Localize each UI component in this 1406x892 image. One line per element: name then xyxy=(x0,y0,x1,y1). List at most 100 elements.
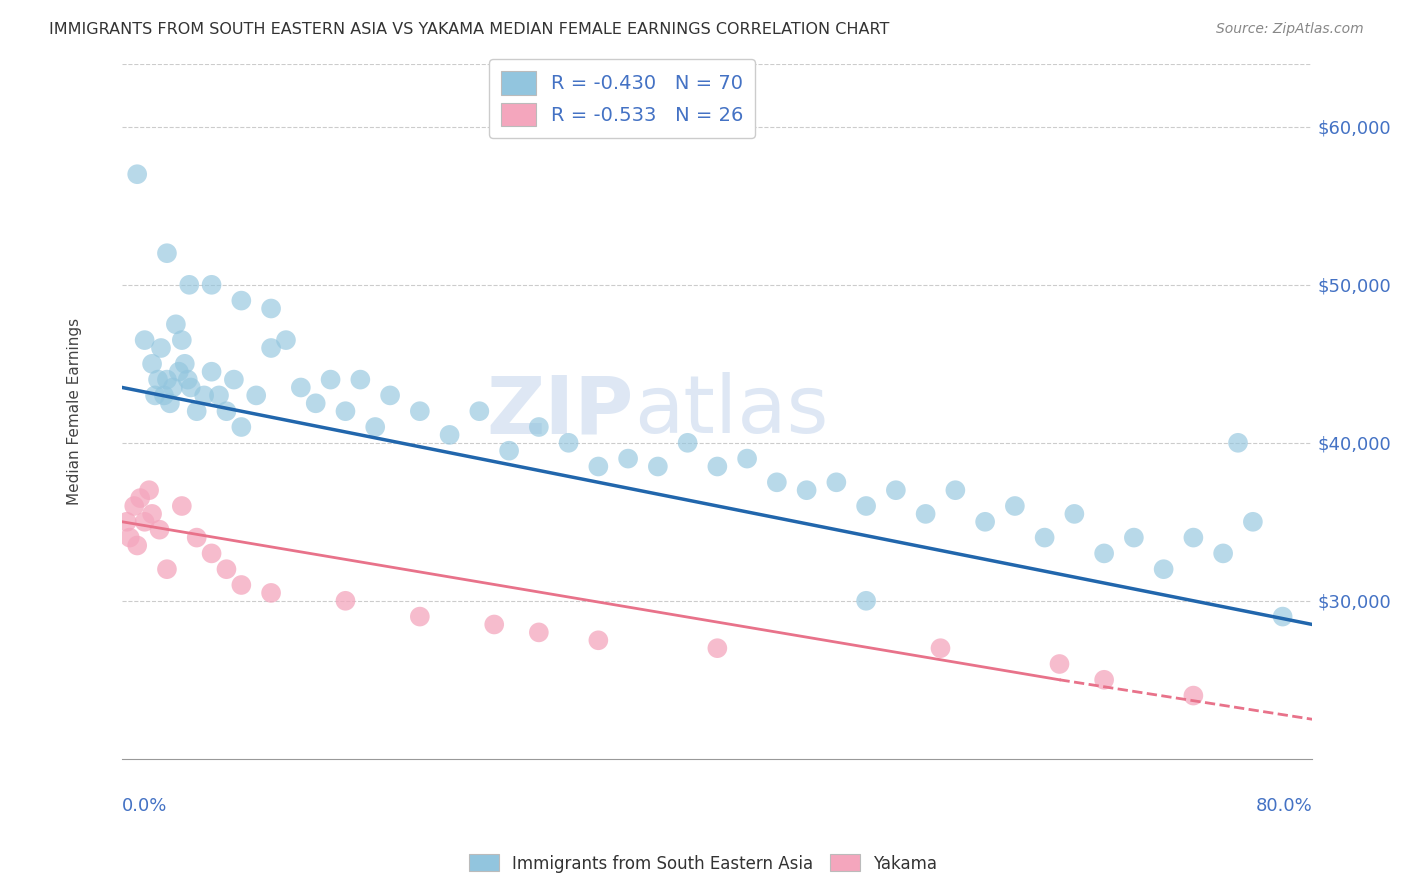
Text: Median Female Earnings: Median Female Earnings xyxy=(67,318,82,505)
Point xyxy=(127,539,149,553)
Point xyxy=(588,459,610,474)
Point xyxy=(200,277,222,292)
Point xyxy=(156,246,179,260)
Point xyxy=(215,404,238,418)
Point xyxy=(335,404,357,418)
Point xyxy=(617,451,640,466)
Point xyxy=(319,373,342,387)
Legend: R = -0.430   N = 70, R = -0.533   N = 26: R = -0.430 N = 70, R = -0.533 N = 26 xyxy=(489,60,755,138)
Point xyxy=(222,373,245,387)
Point xyxy=(1241,515,1264,529)
Point xyxy=(129,491,152,505)
Point xyxy=(1212,546,1234,560)
Point xyxy=(735,451,758,466)
Point xyxy=(231,293,253,308)
Point xyxy=(305,396,328,410)
Point xyxy=(156,562,179,576)
Point xyxy=(1049,657,1071,671)
Point xyxy=(173,357,195,371)
Point xyxy=(134,515,156,529)
Text: 0.0%: 0.0% xyxy=(122,797,167,815)
Point xyxy=(115,515,138,529)
Point xyxy=(855,594,877,608)
Point xyxy=(1153,562,1175,576)
Point xyxy=(498,443,520,458)
Text: atlas: atlas xyxy=(634,372,828,450)
Point xyxy=(150,341,173,355)
Point xyxy=(245,388,267,402)
Point xyxy=(766,475,789,490)
Point xyxy=(200,546,222,560)
Point xyxy=(290,380,312,394)
Point xyxy=(943,483,966,498)
Point xyxy=(179,277,201,292)
Point xyxy=(167,365,190,379)
Point xyxy=(193,388,215,402)
Point xyxy=(138,483,160,498)
Point xyxy=(231,420,253,434)
Point xyxy=(825,475,848,490)
Point xyxy=(141,357,163,371)
Point xyxy=(260,301,283,316)
Point xyxy=(143,388,166,402)
Point xyxy=(148,523,170,537)
Point xyxy=(1182,689,1205,703)
Point xyxy=(335,594,357,608)
Point xyxy=(855,499,877,513)
Point xyxy=(177,373,200,387)
Point xyxy=(274,333,297,347)
Text: Source: ZipAtlas.com: Source: ZipAtlas.com xyxy=(1216,22,1364,37)
Point xyxy=(1004,499,1026,513)
Point xyxy=(260,341,283,355)
Point xyxy=(159,396,181,410)
Point xyxy=(647,459,669,474)
Point xyxy=(156,373,179,387)
Point xyxy=(127,167,149,181)
Point xyxy=(914,507,936,521)
Point xyxy=(165,318,187,332)
Point xyxy=(409,404,432,418)
Point xyxy=(349,373,371,387)
Point xyxy=(557,435,579,450)
Text: 80.0%: 80.0% xyxy=(1256,797,1312,815)
Point xyxy=(527,420,550,434)
Point xyxy=(134,333,156,347)
Point xyxy=(162,380,184,394)
Point xyxy=(215,562,238,576)
Point xyxy=(1122,531,1144,545)
Point xyxy=(170,499,193,513)
Point xyxy=(208,388,231,402)
Point xyxy=(929,641,952,656)
Point xyxy=(122,499,145,513)
Point xyxy=(676,435,699,450)
Point xyxy=(118,531,141,545)
Point xyxy=(146,373,169,387)
Point xyxy=(364,420,387,434)
Text: ZIP: ZIP xyxy=(486,372,634,450)
Point xyxy=(170,333,193,347)
Point xyxy=(409,609,432,624)
Point xyxy=(186,404,208,418)
Point xyxy=(974,515,997,529)
Point xyxy=(153,388,176,402)
Point xyxy=(1063,507,1085,521)
Point xyxy=(180,380,202,394)
Point xyxy=(484,617,506,632)
Point xyxy=(1033,531,1056,545)
Point xyxy=(706,641,728,656)
Point xyxy=(1092,546,1115,560)
Point xyxy=(260,586,283,600)
Point xyxy=(231,578,253,592)
Point xyxy=(1227,435,1250,450)
Point xyxy=(439,428,461,442)
Point xyxy=(468,404,491,418)
Point xyxy=(378,388,401,402)
Point xyxy=(588,633,610,648)
Point xyxy=(141,507,163,521)
Legend: Immigrants from South Eastern Asia, Yakama: Immigrants from South Eastern Asia, Yaka… xyxy=(463,847,943,880)
Point xyxy=(1092,673,1115,687)
Point xyxy=(706,459,728,474)
Point xyxy=(1182,531,1205,545)
Point xyxy=(200,365,222,379)
Point xyxy=(1271,609,1294,624)
